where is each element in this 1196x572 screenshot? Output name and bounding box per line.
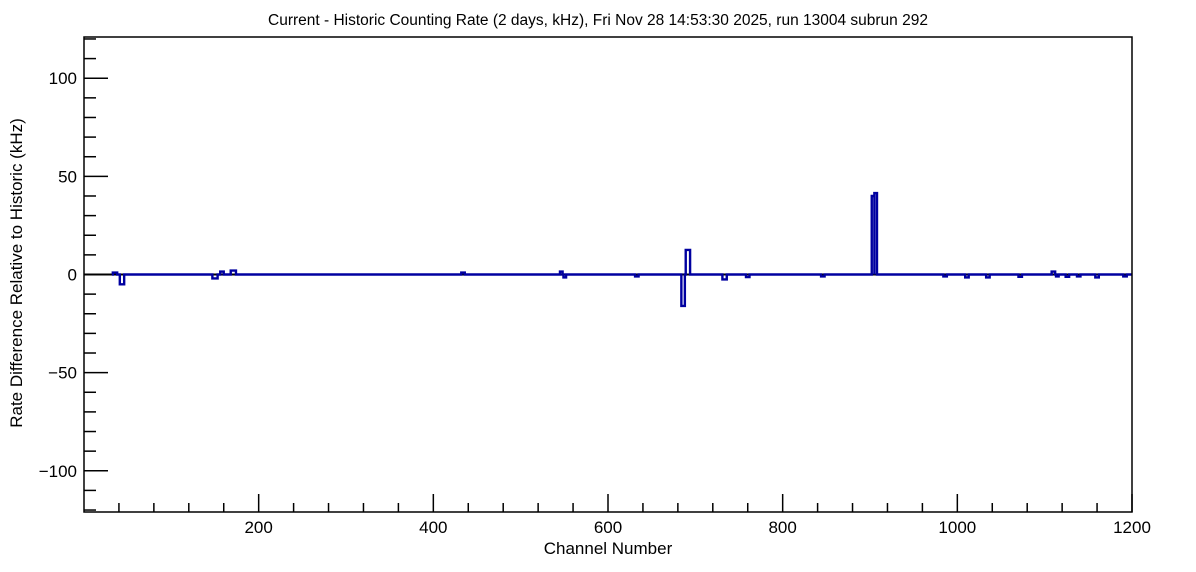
x-tick-label: 1200: [1113, 518, 1151, 537]
histogram-line: [111, 191, 1132, 308]
plot-title: Current - Historic Counting Rate (2 days…: [268, 12, 928, 29]
x-axis-title: Channel Number: [544, 539, 673, 558]
x-tick-label: 600: [594, 518, 622, 537]
x-tick-label: 400: [419, 518, 447, 537]
x-tick-label: 200: [244, 518, 272, 537]
plot-layers: 200 400 600 800 1000 1200 −100 −50 0 50 100: [39, 36, 1151, 537]
y-tick-label: 50: [58, 167, 77, 186]
y-tick-label: 100: [49, 69, 77, 88]
y-tick-label: 0: [68, 266, 77, 285]
y-axis-title: Rate Difference Relative to Historic (kH…: [7, 118, 26, 428]
y-tick-label: −100: [39, 462, 77, 481]
x-tick-label: 800: [768, 518, 796, 537]
x-tick-label: 1000: [938, 518, 976, 537]
y-tick-label: −50: [48, 364, 77, 383]
